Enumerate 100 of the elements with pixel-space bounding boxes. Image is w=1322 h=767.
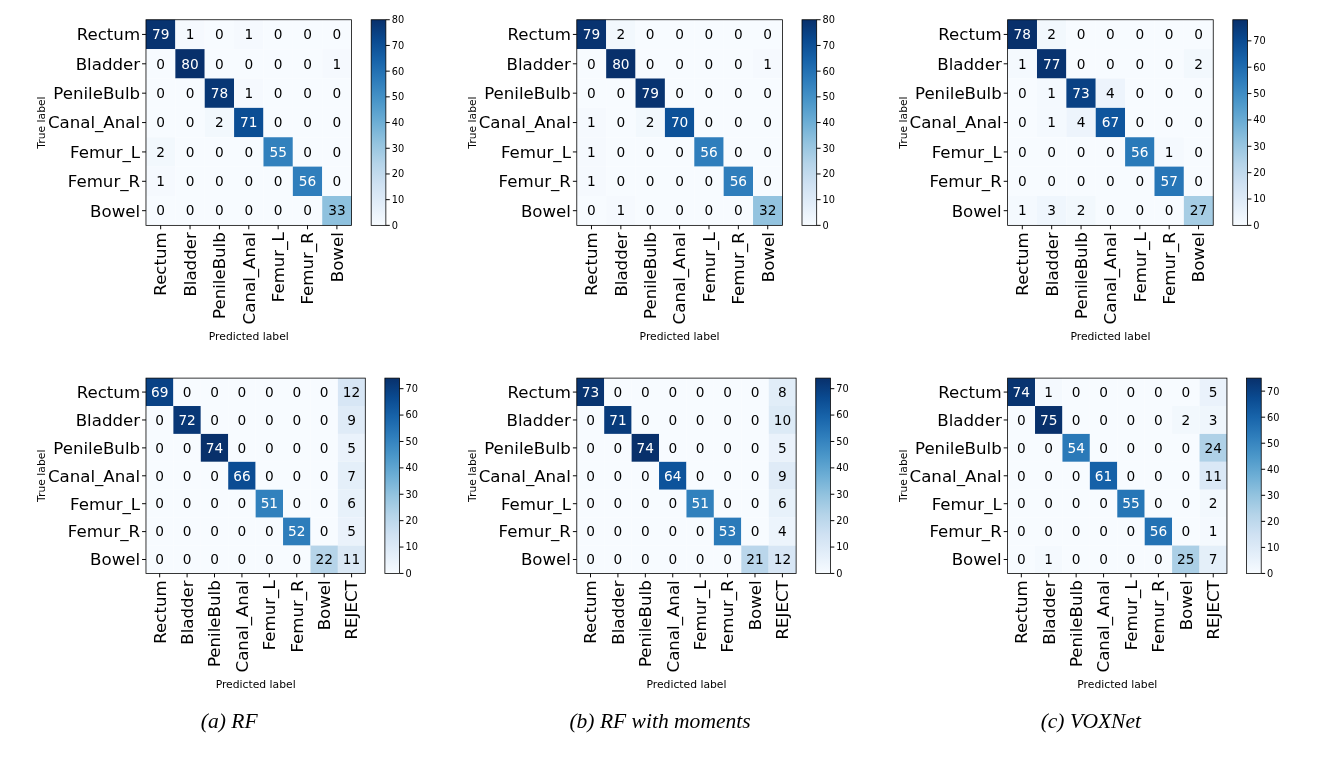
x-tick-label: Bowel — [1176, 580, 1196, 631]
data-label: 0 — [182, 495, 192, 512]
data-label: 0 — [1076, 143, 1086, 160]
data-label: 0 — [586, 551, 595, 568]
data-label: 0 — [668, 383, 678, 400]
data-label: 0 — [675, 143, 684, 160]
data-label: 0 — [1181, 523, 1191, 540]
data-label: 0 — [155, 439, 165, 456]
x-tick-label: Canal_Anal — [1094, 580, 1115, 673]
y-axis-title: True label — [465, 96, 479, 150]
y-tick-label: Femur_L — [70, 142, 141, 163]
data-label: 0 — [640, 467, 650, 484]
color-bar-label: 80 — [822, 14, 836, 26]
data-label: 77 — [1042, 55, 1061, 72]
data-label: 0 — [319, 383, 329, 400]
x-tick-label: Femur_R — [1149, 579, 1170, 653]
y-tick-label: Canal_Anal — [47, 113, 141, 134]
x-tick-label: Canal_Anal — [663, 580, 684, 673]
data-label: 52 — [288, 523, 306, 540]
y-tick-label: Femur_R — [498, 522, 572, 543]
data-label: 1 — [244, 26, 254, 43]
data-label: 0 — [695, 383, 705, 400]
data-label: 55 — [1122, 495, 1140, 512]
y-axis-title: True label — [896, 449, 910, 503]
y-tick-label: PenileBulb — [53, 84, 141, 104]
x-tick-label: PenileBulb — [641, 232, 661, 319]
data-label: 0 — [237, 551, 247, 568]
data-label: 5 — [1208, 383, 1218, 400]
color-bar-label: 60 — [405, 409, 418, 421]
data-label: 0 — [668, 411, 678, 428]
data-label: 0 — [763, 26, 773, 43]
data-label: 0 — [319, 467, 329, 484]
y-tick-label: Bladder — [937, 410, 1002, 430]
data-label: 0 — [244, 173, 254, 190]
color-bar-label: 70 — [836, 383, 849, 395]
data-label: 0 — [704, 55, 714, 72]
color-bar-label: 40 — [405, 462, 418, 474]
x-tick-label: PenileBulb — [210, 232, 230, 319]
color-bar-label: 50 — [1267, 437, 1280, 449]
data-label: 0 — [1135, 202, 1145, 219]
data-label: 73 — [581, 383, 600, 400]
x-tick-label: Bowel — [758, 232, 778, 283]
color-bar-label: 30 — [405, 488, 418, 500]
data-label: 51 — [260, 495, 279, 512]
data-label: 1 — [332, 55, 342, 72]
color-bar-label: 0 — [1253, 219, 1260, 231]
data-label: 0 — [273, 114, 283, 131]
x-tick-label: Femur_L — [699, 231, 720, 303]
data-label: 0 — [1099, 411, 1108, 428]
x-tick-label: Bladder — [611, 232, 631, 297]
data-label: 78 — [1013, 26, 1032, 43]
data-label: 0 — [668, 439, 678, 456]
y-tick-label: Femur_L — [500, 494, 572, 515]
data-label: 0 — [332, 143, 342, 160]
color-bar-label: 40 — [836, 462, 849, 474]
y-axis-title: True label — [465, 449, 479, 503]
color-bar-label: 0 — [391, 219, 398, 231]
data-label: 4 — [1076, 114, 1086, 131]
color-bar-label: 0 — [1267, 567, 1274, 579]
y-tick-label: PenileBulb — [914, 84, 1002, 104]
data-label: 0 — [264, 523, 274, 540]
y-tick-label: PenileBulb — [484, 84, 571, 104]
x-tick-label: Canal_Anal — [670, 232, 691, 325]
data-label: 1 — [1044, 551, 1054, 568]
data-label: 0 — [292, 495, 302, 512]
color-bar-label: 60 — [1267, 411, 1280, 423]
data-label: 0 — [319, 523, 329, 540]
data-label: 0 — [156, 202, 166, 219]
x-tick-label: REJECT — [342, 579, 362, 640]
data-label: 0 — [1135, 26, 1145, 43]
data-label: 10 — [773, 411, 792, 428]
data-label: 0 — [613, 551, 623, 568]
data-label: 0 — [303, 26, 312, 43]
data-label: 0 — [332, 173, 342, 190]
y-tick-label: Rectum — [76, 25, 141, 45]
data-label: 0 — [332, 114, 342, 131]
color-bar-label: 20 — [405, 515, 418, 527]
color-bar-label: 10 — [1267, 541, 1280, 553]
data-label: 0 — [264, 411, 274, 428]
y-tick-label: Femur_L — [931, 494, 1003, 515]
data-label: 1 — [244, 84, 254, 101]
data-label: 0 — [1016, 495, 1026, 512]
data-label: 0 — [1106, 55, 1115, 72]
data-label: 0 — [704, 84, 714, 101]
data-label: 0 — [1016, 411, 1026, 428]
x-axis-title: Predicted label — [1077, 678, 1158, 692]
data-label: 0 — [723, 495, 732, 512]
data-label: 0 — [704, 202, 714, 219]
y-tick-label: Femur_R — [929, 172, 1003, 193]
color-bar-label: 60 — [836, 409, 849, 421]
text: (c) VOXNet — [1040, 708, 1143, 733]
data-label: 0 — [237, 523, 247, 540]
data-label: 9 — [347, 411, 356, 428]
data-label: 0 — [640, 495, 650, 512]
data-label: 0 — [1135, 114, 1145, 131]
y-tick-label: Canal_Anal — [909, 466, 1002, 487]
color-bar-label: 50 — [391, 91, 405, 103]
color-bar-label: 70 — [405, 383, 418, 395]
data-label: 56 — [1149, 523, 1168, 540]
data-label: 0 — [1099, 383, 1108, 400]
